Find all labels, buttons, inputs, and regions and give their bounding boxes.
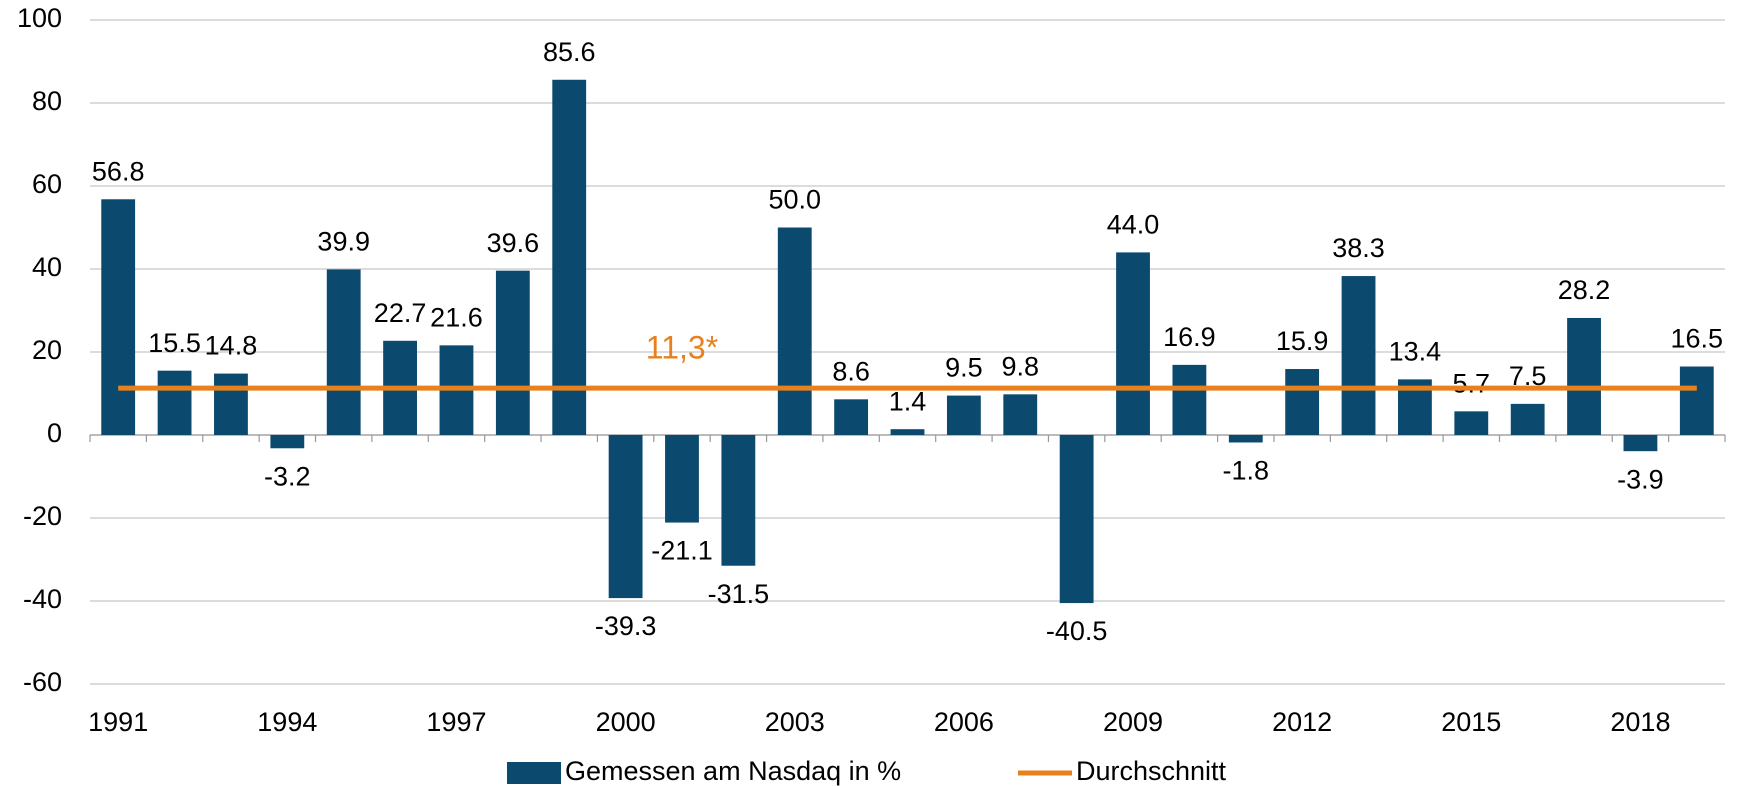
value-label: 39.6 <box>487 228 540 258</box>
bar <box>721 435 756 566</box>
value-label: 13.4 <box>1389 337 1442 367</box>
x-tick-label: 2000 <box>596 707 656 737</box>
x-tick-label: 2018 <box>1610 707 1670 737</box>
bar <box>608 435 643 599</box>
legend-label: Durchschnitt <box>1076 756 1227 786</box>
bar <box>1228 435 1263 443</box>
value-label: -1.8 <box>1223 456 1270 486</box>
bar <box>890 429 925 435</box>
y-tick-label: -20 <box>23 501 62 531</box>
value-label: -31.5 <box>708 579 770 609</box>
x-tick-label: 1991 <box>88 707 148 737</box>
bar <box>1567 317 1601 435</box>
bar <box>552 79 587 435</box>
bar <box>157 370 192 435</box>
value-label: 1.4 <box>889 386 927 416</box>
bar <box>1454 411 1489 435</box>
y-tick-label: 0 <box>47 418 62 448</box>
y-tick-label: 100 <box>17 3 62 33</box>
y-tick-label: 80 <box>32 86 62 116</box>
value-label: 56.8 <box>92 156 145 186</box>
bar <box>834 399 869 435</box>
x-tick-label: 2015 <box>1441 707 1501 737</box>
value-label: 39.9 <box>317 227 370 257</box>
legend-label: Gemessen am Nasdaq in % <box>565 756 901 786</box>
x-tick-label: 1997 <box>426 707 486 737</box>
bar <box>101 199 136 435</box>
value-label: -3.2 <box>264 461 311 491</box>
bar <box>1003 394 1038 435</box>
legend-swatch <box>507 762 561 784</box>
bar <box>326 269 361 435</box>
bar <box>946 395 981 435</box>
y-tick-label: 60 <box>32 169 62 199</box>
value-label: 14.8 <box>205 331 258 361</box>
bar <box>1679 366 1714 435</box>
bar <box>1172 364 1207 435</box>
value-label: 15.5 <box>148 328 201 358</box>
value-label: -21.1 <box>651 536 713 566</box>
bar <box>1116 252 1150 435</box>
y-tick-label: -60 <box>23 667 62 697</box>
y-tick-label: -40 <box>23 584 62 614</box>
value-label: -39.3 <box>595 611 657 641</box>
bar <box>1059 435 1094 604</box>
x-tick-label: 1994 <box>257 707 317 737</box>
bar <box>1510 403 1545 435</box>
value-label: 28.2 <box>1558 275 1611 305</box>
bar <box>1623 435 1658 452</box>
value-label: 15.9 <box>1276 326 1329 356</box>
x-tick-label: 2012 <box>1272 707 1332 737</box>
bar <box>1285 369 1320 435</box>
y-tick-label: 40 <box>32 252 62 282</box>
value-label: 16.5 <box>1671 324 1724 354</box>
bar <box>270 435 305 449</box>
bar <box>1341 276 1376 435</box>
value-label: -40.5 <box>1046 616 1108 646</box>
x-tick-label: 2009 <box>1103 707 1163 737</box>
bar <box>214 373 248 435</box>
value-label: 50.0 <box>768 185 821 215</box>
y-tick-label: 20 <box>32 335 62 365</box>
value-label: -3.9 <box>1617 464 1664 494</box>
value-label: 8.6 <box>832 356 870 386</box>
x-tick-label: 2003 <box>765 707 825 737</box>
value-label: 5.7 <box>1453 368 1491 398</box>
value-label: 44.0 <box>1107 210 1160 240</box>
bar <box>495 270 530 435</box>
value-label: 9.8 <box>1001 351 1039 381</box>
value-label: 9.5 <box>945 353 983 383</box>
x-tick-label: 2006 <box>934 707 994 737</box>
value-label: 38.3 <box>1332 233 1385 263</box>
average-label: 11,3* <box>646 330 718 366</box>
value-label: 85.6 <box>543 37 596 67</box>
bar <box>777 227 812 435</box>
value-label: 21.6 <box>430 302 483 332</box>
value-label: 16.9 <box>1163 322 1216 352</box>
value-label: 22.7 <box>374 298 427 328</box>
bar <box>665 435 699 523</box>
